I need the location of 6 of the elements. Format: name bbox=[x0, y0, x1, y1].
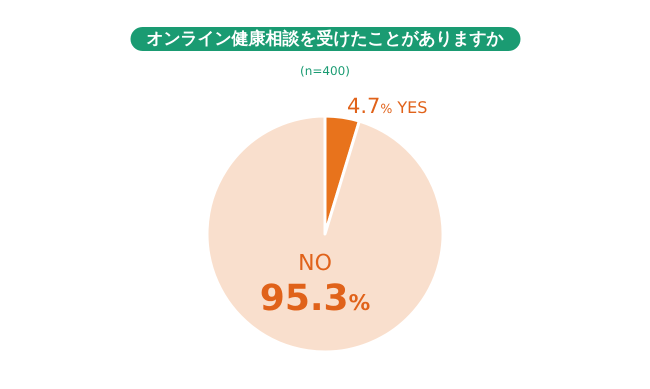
data-label: 95.3% bbox=[260, 278, 370, 319]
data-label: 4.7% bbox=[347, 94, 392, 118]
slice-label: NO bbox=[298, 251, 332, 276]
chart-title: オンライン健康相談を受けたことがありますか bbox=[146, 29, 504, 49]
chart-subtitle: (n=400) bbox=[300, 64, 350, 78]
slice-label: YES bbox=[396, 98, 428, 117]
